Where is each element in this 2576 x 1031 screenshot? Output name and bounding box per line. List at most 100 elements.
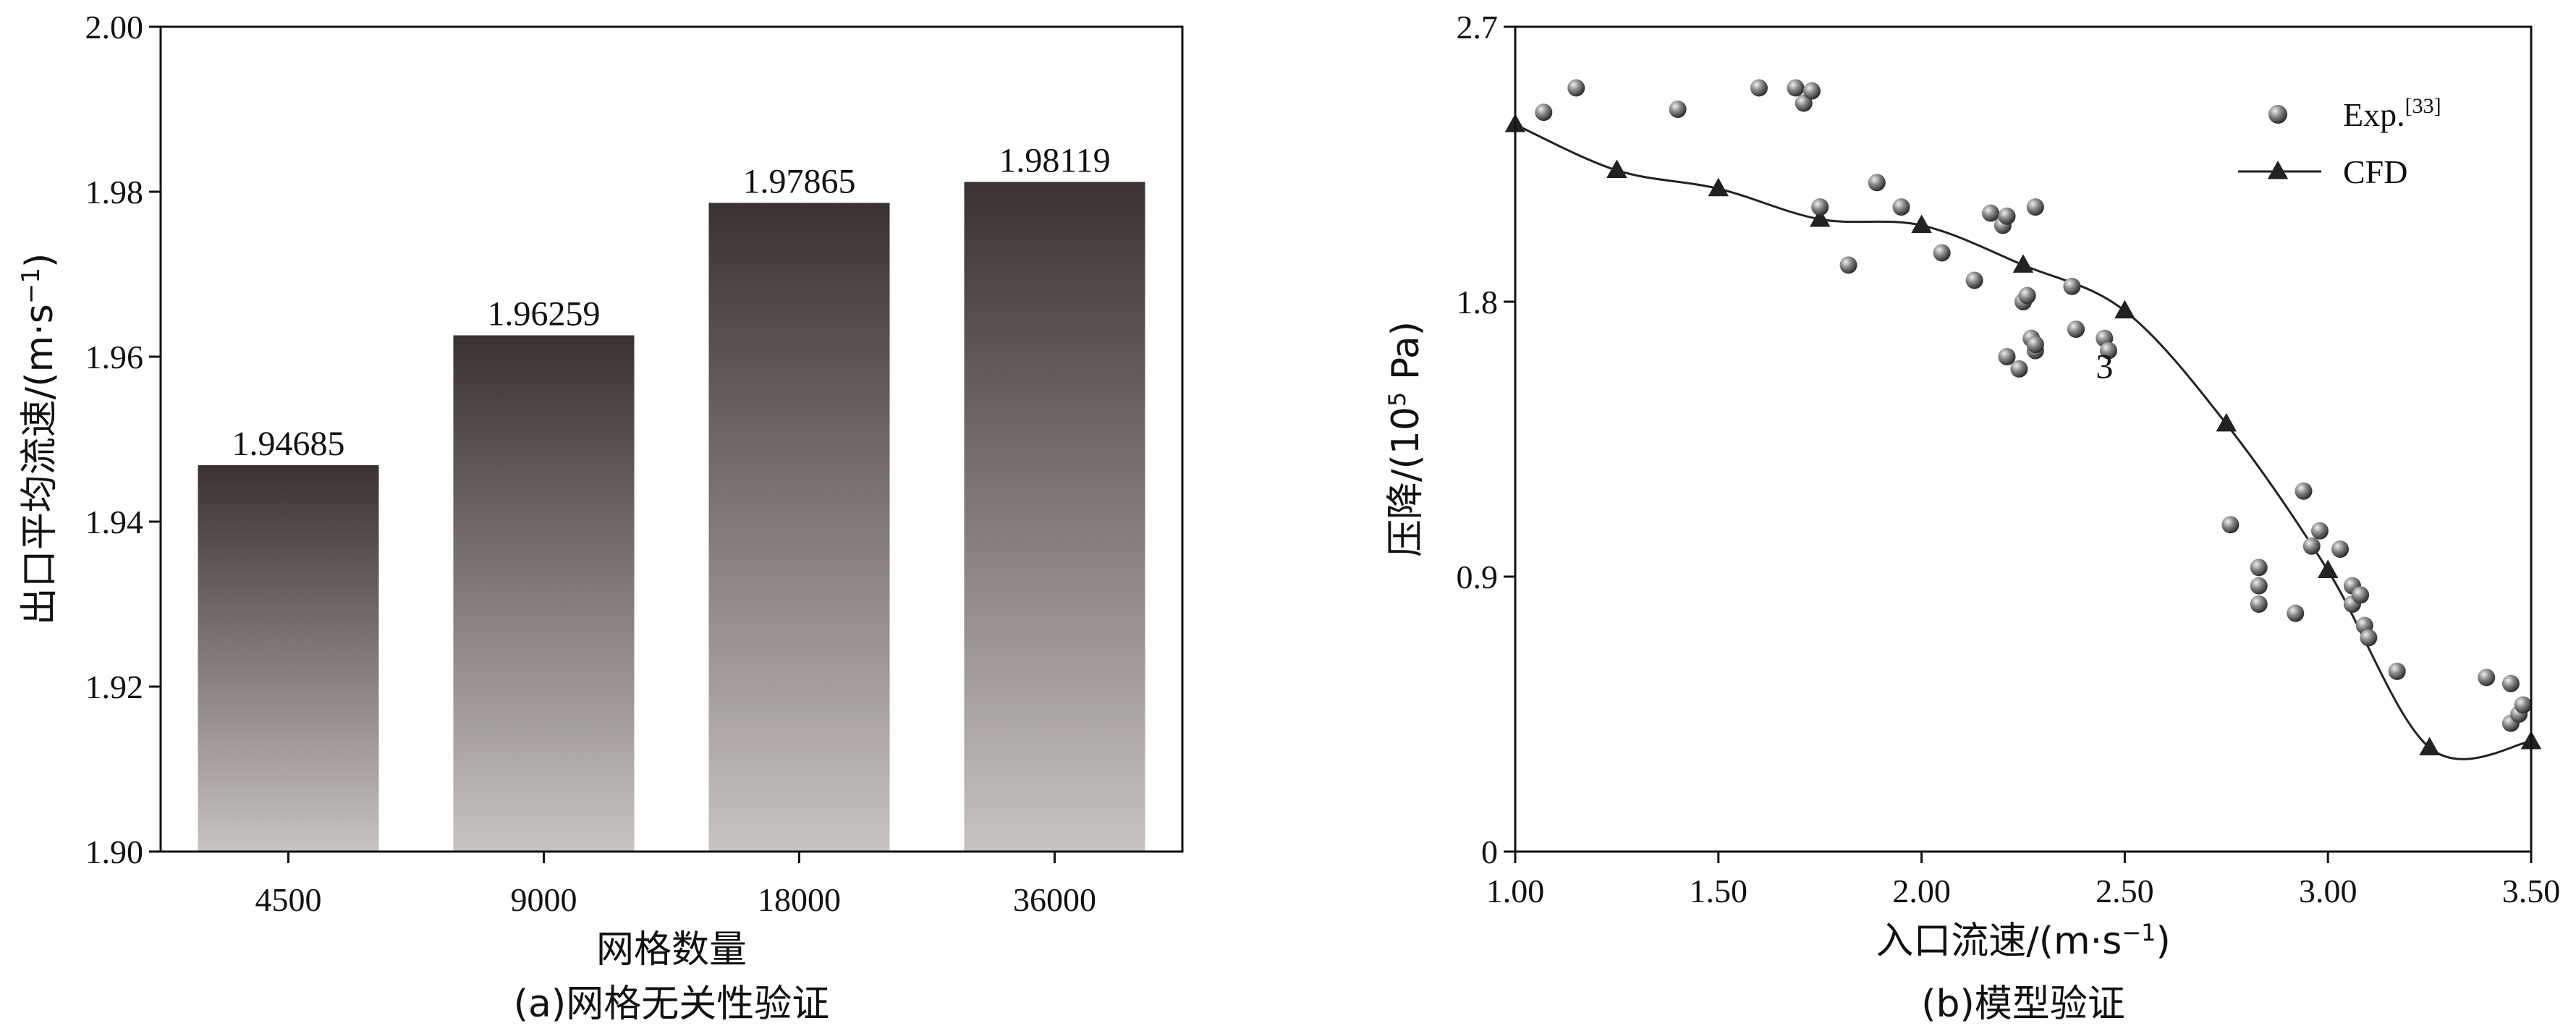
exp-point (2018, 287, 2036, 305)
exp-point (1535, 103, 1553, 122)
y-axis-ticks: 0 0.9 1.8 2.7 (1457, 9, 1515, 870)
cfd-series-markers (1504, 114, 2542, 755)
bar-9000 (453, 335, 635, 852)
exp-point (2310, 522, 2329, 540)
exp-point (2250, 577, 2268, 595)
bar-value-labels: 1.94685 1.96259 1.97865 1.98119 (232, 141, 1111, 462)
y-tick-label: 0 (1481, 833, 1498, 870)
legend-exp-label: Exp.[33] (2343, 94, 2441, 133)
y-tick-label: 1.98 (85, 174, 144, 211)
legend-exp-marker (2268, 105, 2287, 124)
exp-point (2295, 482, 2313, 500)
cfd-point (2114, 300, 2135, 319)
y-tick-label: 2.00 (85, 9, 144, 46)
x-tick-label: 4500 (255, 881, 322, 918)
exp-point (2287, 604, 2305, 622)
cfd-point (2216, 412, 2237, 432)
bar-18000 (708, 203, 890, 852)
y-tick-label: 1.92 (85, 669, 144, 705)
exp-point (2221, 516, 2240, 534)
bar-value-label: 1.94685 (232, 425, 345, 463)
plot-frame (159, 25, 1184, 853)
exp-point (1787, 79, 1805, 97)
cfd-point (1708, 177, 1729, 197)
exp-series-points (1535, 79, 2532, 732)
x-tick-label: 1.50 (1690, 873, 1748, 909)
x-tick-label: 3.50 (2502, 873, 2561, 909)
exp-point (1998, 348, 2016, 365)
x-tick-label: 18000 (758, 881, 841, 918)
legend-cfd-label: CFD (2343, 153, 2407, 190)
exp-point (2478, 669, 2496, 687)
cfd-point (1911, 214, 1932, 233)
exp-point (2250, 595, 2268, 613)
y-tick-label: 1.94 (85, 504, 144, 540)
cfd-point (1809, 208, 1831, 227)
y-axis-label: 出口平均流速/(m·s−1) (17, 253, 62, 626)
exp-point (2352, 586, 2370, 604)
panel-b-caption: (b)模型验证 (1921, 983, 2125, 1026)
legend-cfd-marker (2267, 161, 2289, 179)
x-axis-ticks: 1.00 1.50 2.00 2.50 3.00 3.50 (1486, 852, 2561, 909)
exp-point (1998, 207, 2016, 225)
exp-point (2010, 360, 2028, 378)
exp-point (1933, 244, 1951, 262)
annotation-label: 3 (2096, 348, 2113, 386)
bar-value-label: 1.98119 (999, 141, 1110, 179)
exp-point (1868, 174, 1886, 192)
exp-point (2099, 341, 2117, 360)
exp-point (1839, 256, 1857, 274)
exp-point (2514, 696, 2532, 714)
x-tick-label: 9000 (511, 881, 577, 918)
plot-frame (1514, 25, 2533, 853)
x-axis-label: 入口流速/(m·s−1) (1876, 919, 2171, 963)
y-tick-label: 1.96 (85, 339, 144, 376)
bar-36000 (964, 182, 1145, 852)
y-axis-ticks: 1.90 1.92 1.94 1.96 1.98 2.00 (85, 9, 161, 870)
exp-point (1982, 204, 2000, 222)
cfd-point (1606, 159, 1627, 178)
exp-point (2250, 559, 2268, 577)
exp-point (2331, 540, 2350, 558)
cfd-series-line (1514, 123, 2532, 760)
panel-a-caption: (a)网格无关性验证 (514, 983, 829, 1026)
exp-point (2067, 321, 2085, 338)
y-tick-label: 1.90 (85, 833, 144, 870)
exp-point (2388, 662, 2406, 680)
cfd-point (2419, 737, 2440, 755)
exp-point (1811, 198, 1829, 216)
exp-point (2360, 629, 2378, 647)
bar-value-label: 1.96259 (488, 294, 601, 333)
exp-point (2063, 277, 2081, 295)
x-tick-label: 1.00 (1486, 873, 1545, 909)
x-tick-label: 2.00 (1892, 873, 1951, 909)
y-tick-label: 0.9 (1457, 559, 1499, 595)
exp-point (2501, 674, 2520, 692)
cfd-point (2317, 559, 2339, 579)
y-axis-label: 压降/(105 Pa) (1384, 321, 1428, 557)
cfd-point (2012, 254, 2034, 273)
exp-point (1965, 271, 1983, 289)
x-tick-label: 36000 (1013, 881, 1096, 918)
exp-point (2026, 336, 2044, 354)
bar-value-label: 1.97865 (743, 162, 856, 200)
exp-point (1892, 198, 1910, 216)
exp-point (1567, 79, 1585, 97)
exp-point (2302, 537, 2321, 555)
x-tick-label: 2.50 (2096, 873, 2154, 909)
bar-4500 (198, 464, 379, 852)
y-tick-label: 1.8 (1457, 284, 1499, 321)
x-axis-ticks: 4500 9000 18000 36000 (255, 852, 1096, 918)
x-axis-label: 网格数量 (596, 928, 747, 972)
exp-point (1750, 79, 1768, 97)
exp-point (2026, 198, 2044, 216)
legend: Exp.[33] CFD (2238, 94, 2441, 190)
exp-point (1802, 82, 1821, 100)
exp-point (1669, 101, 1687, 118)
y-tick-label: 2.7 (1457, 9, 1499, 46)
bars (198, 182, 1145, 852)
x-tick-label: 3.00 (2299, 873, 2357, 909)
panel-b-scatter-line-chart: 0 0.9 1.8 2.7 1.00 1.50 2.00 2.50 3.00 3.50 3 Ex… (1384, 9, 2560, 1026)
